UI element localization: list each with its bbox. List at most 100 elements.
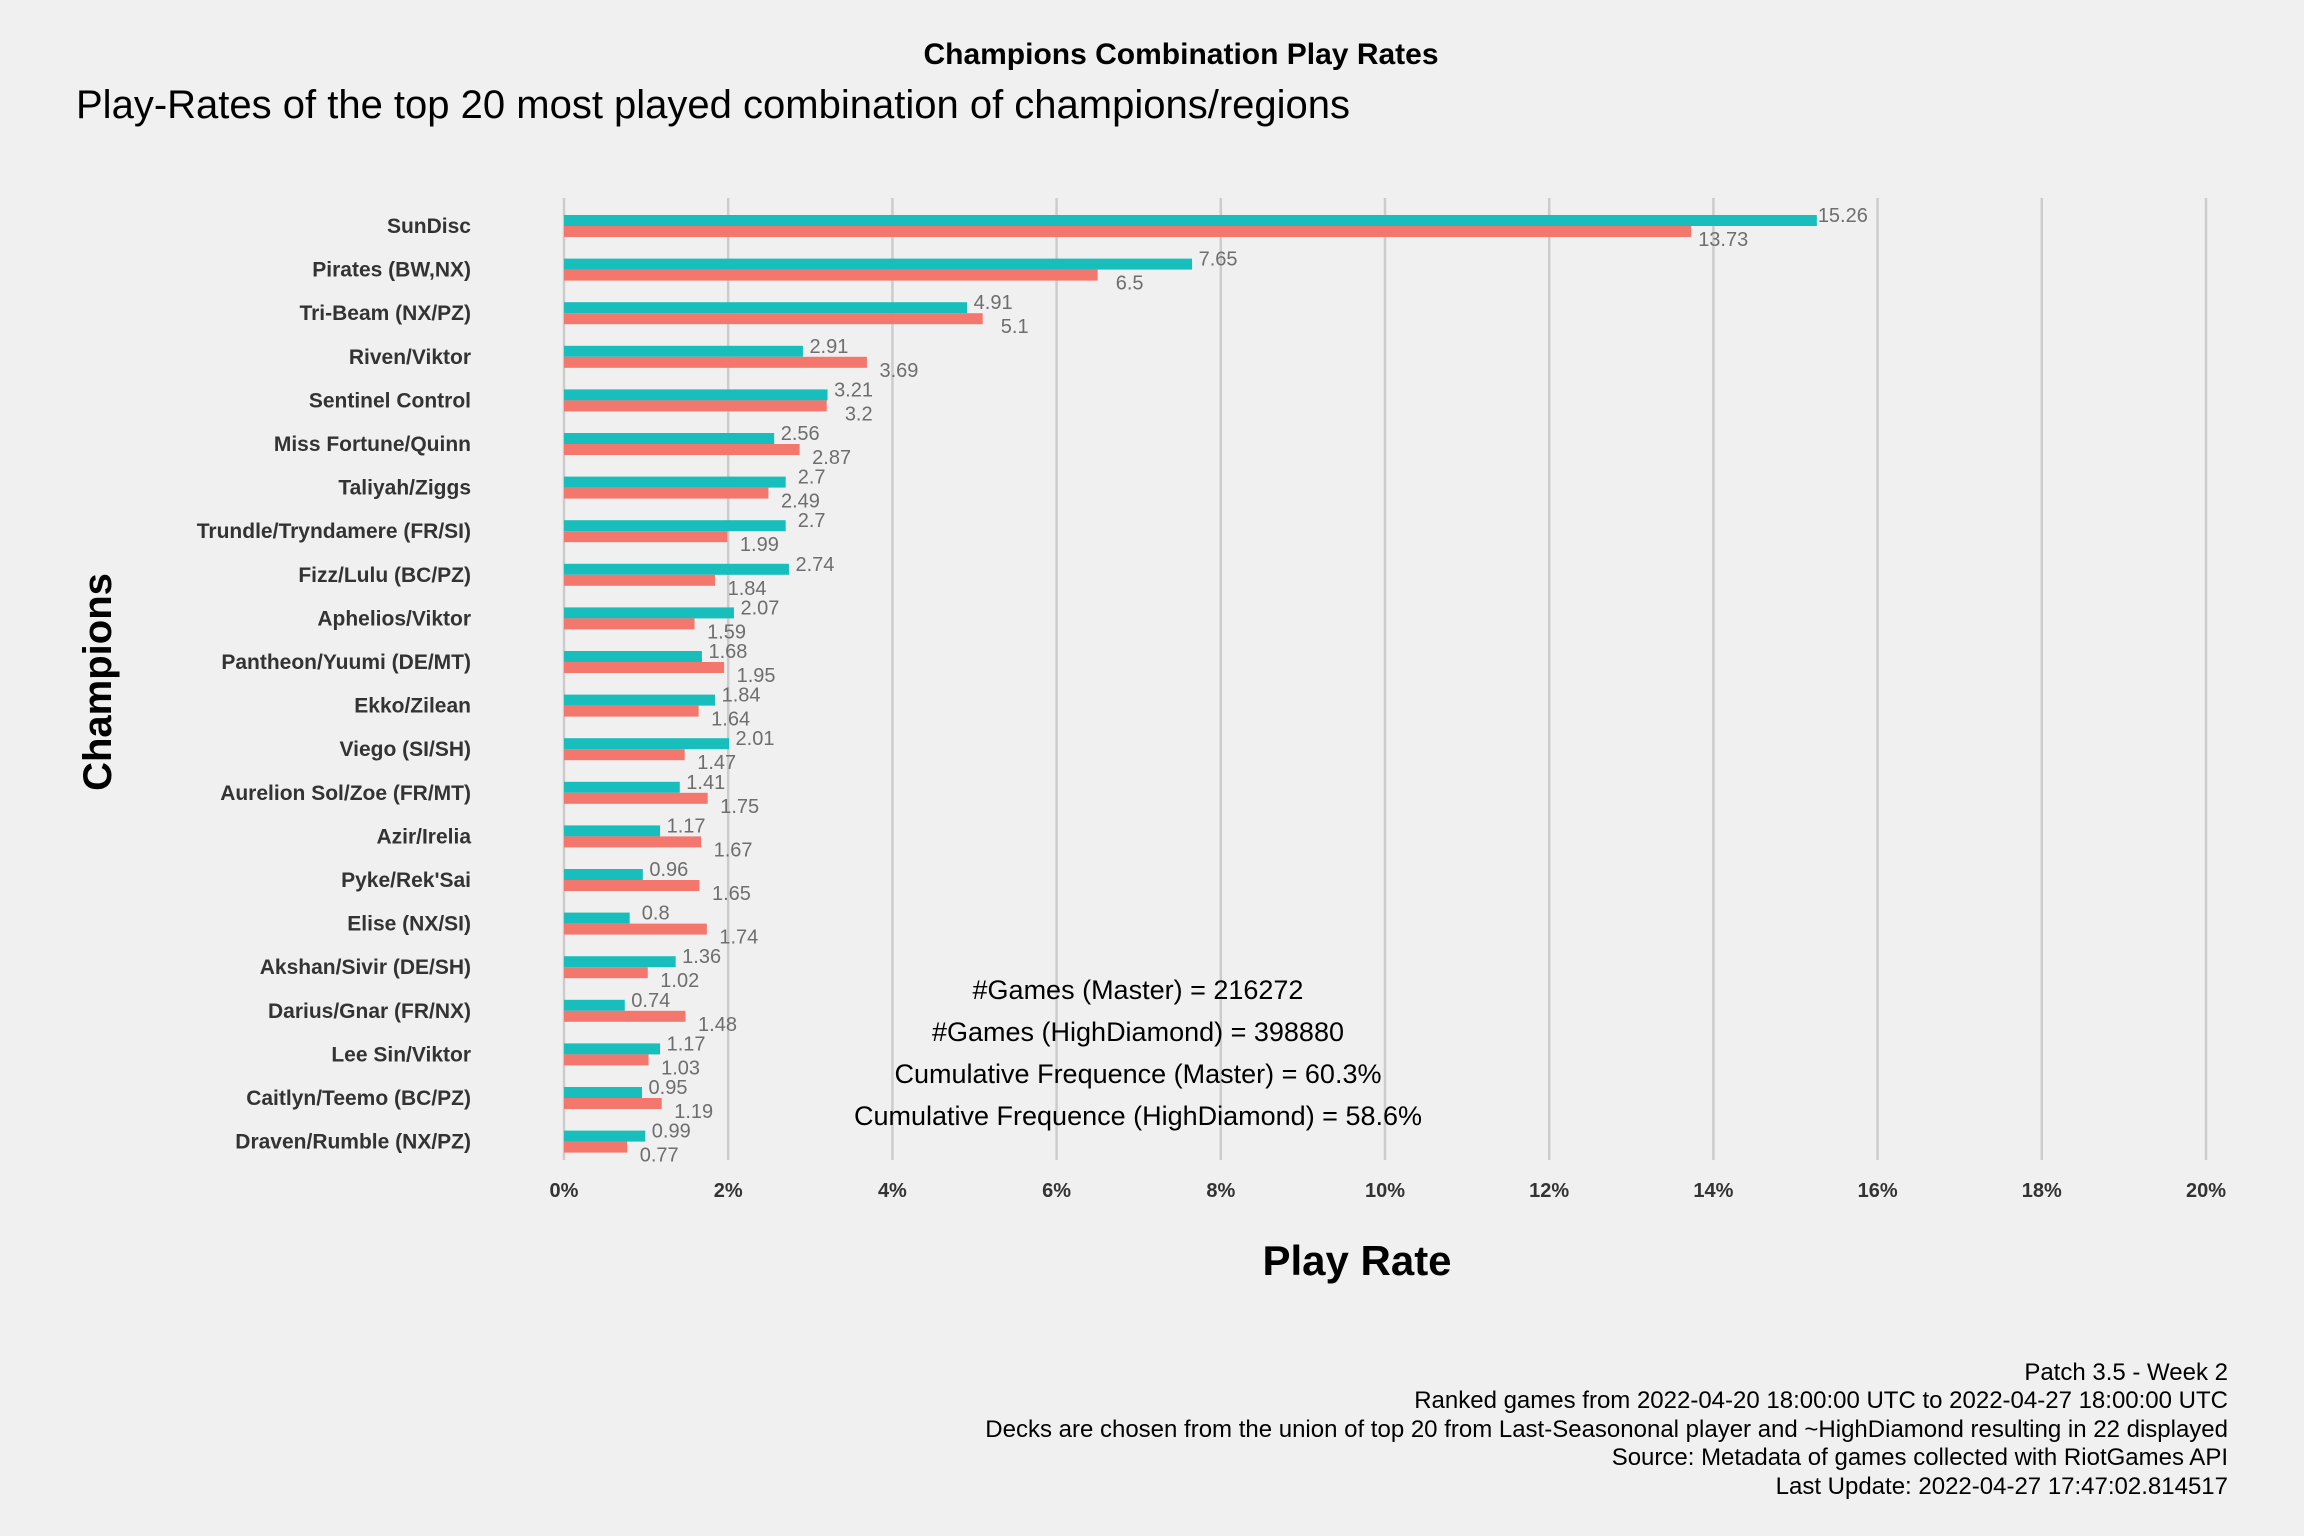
bar-series-1 (564, 956, 676, 968)
bar-series-1 (564, 869, 643, 880)
bar-series-2 (564, 226, 1692, 237)
category-label: SunDisc (387, 215, 471, 238)
bar-series-1 (564, 302, 968, 314)
value-label-series-2: 2.87 (812, 447, 851, 469)
value-label-series-1: 0.74 (631, 990, 670, 1012)
value-label-series-2: 5.1 (1001, 316, 1029, 338)
caption-last-update: Last Update: 2022-04-27 17:47:02.814517 (1776, 1473, 2228, 1500)
category-label: Pantheon/Yuumi (DE/MT) (221, 651, 471, 674)
value-label-series-2: 3.2 (845, 403, 873, 425)
bar-series-2 (564, 662, 725, 673)
bar-series-2 (564, 967, 648, 979)
annotation-games-master: #Games (Master) = 216272 (973, 975, 1304, 1005)
value-label-series-1: 2.7 (798, 510, 826, 532)
bar-series-2 (564, 836, 702, 848)
value-label-series-1: 2.74 (795, 554, 834, 576)
y-axis-title: Champions (76, 573, 120, 791)
bar-series-1 (564, 215, 1817, 226)
bar-series-2 (564, 1010, 686, 1022)
category-label: Viego (SI/SH) (340, 738, 471, 761)
caption-deck-selection: Decks are chosen from the union of top 2… (985, 1416, 2228, 1443)
bar-series-2 (564, 749, 685, 761)
value-label-series-1: 2.01 (736, 728, 775, 750)
caption-date-range: Ranked games from 2022-04-20 18:00:00 UT… (1414, 1387, 2228, 1414)
category-label: Ekko/Zilean (354, 695, 471, 718)
bar-series-2 (564, 705, 699, 717)
bar-series-1 (564, 781, 680, 793)
category-labels: SunDisc Pirates (BW,NX) Tri-Beam (NX/PZ) Ri… (197, 215, 472, 1154)
value-label-series-1: 0.8 (642, 903, 670, 925)
x-tick-labels: 0% 2% 4% 6% 8% 10% 12% 14% 16% 18% 20% (550, 1180, 2227, 1202)
value-label-series-2: 0.77 (640, 1145, 679, 1167)
bar-series-2 (564, 400, 827, 412)
category-label: Taliyah/Ziggs (338, 477, 471, 500)
category-label: Caitlyn/Teemo (BC/PZ) (246, 1087, 471, 1110)
value-label-series-2: 1.59 (707, 621, 746, 643)
x-tick-label: 2% (714, 1180, 743, 1202)
bar-series-1 (564, 694, 716, 706)
category-label: Elise (NX/SI) (347, 913, 471, 936)
chart-subtitle: Play-Rates of the top 20 most played com… (76, 83, 1350, 127)
value-label-series-2: 1.65 (712, 883, 751, 905)
category-label: Lee Sin/Viktor (331, 1043, 471, 1066)
category-label: Akshan/Sivir (DE/SH) (260, 956, 471, 979)
bar-series-1 (564, 258, 1193, 270)
caption-source: Source: Metadata of games collected with… (1612, 1444, 2228, 1471)
value-label-series-2: 1.75 (720, 796, 759, 818)
value-label-series-2: 1.99 (740, 534, 779, 556)
value-label-series-2: 13.73 (1698, 229, 1748, 251)
value-label-series-1: 1.17 (667, 1033, 706, 1055)
value-label-series-1: 1.41 (686, 772, 725, 794)
category-label: Pirates (BW,NX) (312, 259, 471, 282)
x-tick-label: 16% (1858, 1180, 1898, 1202)
bar-series-2 (564, 1098, 662, 1109)
bar-series-1 (564, 520, 786, 532)
x-tick-label: 20% (2186, 1180, 2226, 1202)
value-label-series-2: 1.95 (737, 665, 776, 687)
chart-title: Champions Combination Play Rates (923, 38, 1438, 71)
value-label-series-2: 1.84 (728, 578, 767, 600)
bar-series-2 (564, 487, 769, 499)
value-label-series-2: 1.03 (661, 1057, 700, 1079)
category-label: Azir/Irelia (376, 825, 471, 848)
x-tick-label: 4% (878, 1180, 907, 1202)
value-label-series-2: 1.48 (698, 1014, 737, 1036)
stats-annotation: #Games (Master) = 216272 #Games (HighDia… (854, 975, 1422, 1131)
bar-series-1 (564, 563, 789, 575)
value-label-series-1: 1.17 (667, 815, 706, 837)
bar-series-2 (564, 1141, 628, 1153)
value-label-series-1: 2.56 (781, 423, 820, 445)
value-label-series-2: 1.67 (714, 839, 753, 861)
value-label-series-1: 1.68 (708, 641, 747, 663)
bar-series-1 (564, 345, 803, 357)
bar-series-1 (564, 1043, 661, 1055)
x-tick-label: 10% (1365, 1180, 1405, 1202)
value-label-series-2: 2.49 (781, 491, 820, 513)
bar-series-1 (564, 1087, 642, 1098)
bar-series-2 (564, 269, 1098, 281)
value-label-series-1: 7.65 (1199, 249, 1238, 271)
annotation-cumfreq-master: Cumulative Frequence (Master) = 60.3% (895, 1059, 1382, 1089)
category-label: Draven/Rumble (NX/PZ) (235, 1131, 471, 1154)
category-label: Riven/Viktor (349, 346, 471, 369)
value-labels: 15.26 13.73 7.65 6.5 4.915.1 2.91 3.69 3.213.2 2… (631, 205, 1868, 1167)
value-label-series-2: 1.74 (719, 927, 758, 949)
bar-series-2 (564, 574, 716, 586)
bar-series-1 (564, 825, 661, 837)
bar-series-1 (564, 1130, 646, 1142)
bars (564, 215, 1817, 1153)
bar-series-1 (564, 651, 702, 662)
value-label-series-1: 4.91 (974, 292, 1013, 314)
x-tick-label: 8% (1206, 1180, 1235, 1202)
value-label-series-1: 2.7 (798, 467, 826, 489)
value-label-series-1: 3.21 (834, 379, 873, 401)
bar-series-1 (564, 607, 734, 619)
bar-series-1 (564, 738, 730, 750)
category-label: Fizz/Lulu (BC/PZ) (298, 564, 471, 587)
value-label-series-1: 1.84 (722, 685, 761, 707)
category-label: Miss Fortune/Quinn (274, 433, 471, 456)
x-tick-label: 6% (1042, 1180, 1071, 1202)
bar-series-2 (564, 313, 983, 325)
value-label-series-2: 1.47 (697, 752, 736, 774)
